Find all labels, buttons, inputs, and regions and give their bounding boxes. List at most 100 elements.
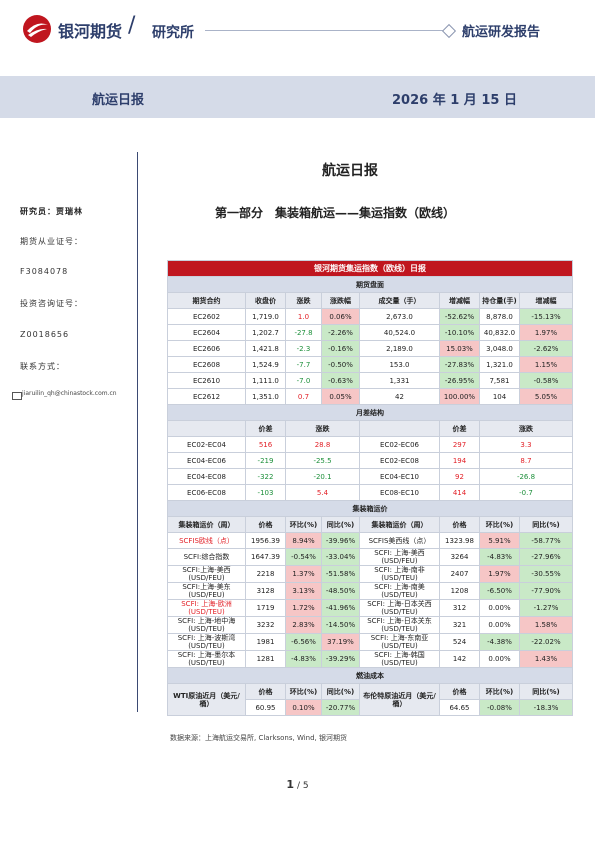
table-cell: 1,321.0 xyxy=(479,356,520,373)
column-header: 收盘价 xyxy=(245,292,286,309)
table-cell: 100.00% xyxy=(439,388,480,405)
table-cell: -2.26% xyxy=(321,324,360,341)
galaxy-logo-icon xyxy=(23,15,51,43)
table-cell: 1,421.8 xyxy=(245,340,286,357)
table-cell: 142 xyxy=(439,650,480,668)
table-cell: -0.54% xyxy=(285,548,322,566)
column-header: 增减幅 xyxy=(439,292,480,309)
table-cell: -39.29% xyxy=(321,650,360,668)
table-cell: 5.91% xyxy=(479,532,520,549)
section-row: 集装箱运价 xyxy=(167,500,573,517)
table-cell: 1.58% xyxy=(519,616,573,634)
table-cell: -4.83% xyxy=(479,548,520,566)
table-cell: EC2610 xyxy=(167,372,246,389)
table-cell: SCFI: 上海-东南亚(USD/TEU) xyxy=(359,633,440,651)
table-cell: 1,331 xyxy=(359,372,440,389)
table-cell: SCFI: 上海-韩国(USD/TEU) xyxy=(359,650,440,668)
table-cell: 1,111.0 xyxy=(245,372,286,389)
table-cell: 321 xyxy=(439,616,480,634)
table-cell: EC02-EC04 xyxy=(167,436,246,453)
table-cell: -39.96% xyxy=(321,532,360,549)
table-cell: SCFI:上海-美西(USD/FEU) xyxy=(167,565,246,583)
column-header: 同比(%) xyxy=(519,683,573,700)
table-cell: 194 xyxy=(439,452,480,469)
table-cell: 8,878.0 xyxy=(479,308,520,325)
table-cell: EC2602 xyxy=(167,308,246,325)
column-header: 布伦特原油近月（美元/桶） xyxy=(359,683,440,716)
spread-row: EC06-EC08 -103 5.4 EC08-EC10 414 -0.7 xyxy=(167,484,573,501)
table-cell: 414 xyxy=(439,484,480,501)
table-cell: 60.95 xyxy=(245,699,286,716)
table-title: 银河期货集运指数（欧线）日报 xyxy=(167,260,573,277)
page-separator: / xyxy=(296,781,300,791)
table-cell: 3264 xyxy=(439,548,480,566)
table-cell: 1208 xyxy=(439,582,480,600)
table-cell: 1.0 xyxy=(285,308,322,325)
table-cell: 312 xyxy=(439,599,480,617)
table-cell: 5.4 xyxy=(285,484,360,501)
table-cell: 64.65 xyxy=(439,699,480,716)
table-cell: 1.43% xyxy=(519,650,573,668)
freight-row: SCFI:上海-美东(USD/FEU) 3128 3.13% -48.50% SCFI:… xyxy=(167,582,573,600)
table-cell: -0.63% xyxy=(321,372,360,389)
section-header: 月差结构 xyxy=(167,404,573,421)
column-header: 价格 xyxy=(245,516,286,533)
title-band xyxy=(0,76,595,118)
column-header: 价格 xyxy=(245,683,286,700)
table-cell: -18.3% xyxy=(519,699,573,716)
section-row: 燃油成本 xyxy=(167,667,573,684)
qualification-label: 期货从业证号： xyxy=(20,237,83,246)
column-header xyxy=(359,420,440,437)
table-cell: SCFI: 上海-日本关西(USD/TEU) xyxy=(359,599,440,617)
table-cell: EC04-EC08 xyxy=(167,468,246,485)
section-title: 第一部分 集装箱航运——集运指数（欧线） xyxy=(215,206,456,220)
column-header: 环比(%) xyxy=(479,516,520,533)
table-cell: 1.72% xyxy=(285,599,322,617)
data-source: 数据来源：上海航运交易所, Clarksons, Wind, 银河期货 xyxy=(170,734,348,742)
table-cell: SCFI: 上海-美西(USD/FEU) xyxy=(359,548,440,566)
freight-row: SCFI: 上海-波斯湾(USD/TEU) 1981 -6.56% 37.19% SCF… xyxy=(167,633,573,651)
column-header: 增减幅 xyxy=(519,292,573,309)
document-title: 航运日报 xyxy=(322,163,378,179)
table-cell: 1323.98 xyxy=(439,532,480,549)
table-cell: 92 xyxy=(439,468,480,485)
analyst-email[interactable]: jiaruilin_qh@chinastock.com.cn xyxy=(22,390,117,397)
table-cell: SCFI: 上海-波斯湾(USD/TEU) xyxy=(167,633,246,651)
header-row: WTI原油近月（美元/桶） 价格 环比(%) 同比(%) 布伦特原油近月（美元/桶） 价格… xyxy=(167,683,573,716)
table-cell: 3,048.0 xyxy=(479,340,520,357)
table-cell: 5.05% xyxy=(519,388,573,405)
table-cell: 104 xyxy=(479,388,520,405)
table-cell: -14.50% xyxy=(321,616,360,634)
column-header: 环比(%) xyxy=(479,683,520,700)
table-cell: 1.97% xyxy=(479,565,520,583)
table-cell: 1647.39 xyxy=(245,548,286,566)
header-row: 期货合约 收盘价 涨跌 涨跌幅 成交量（手） 增减幅 持仓量(手) 增减幅 xyxy=(167,292,573,309)
table-cell: 3.13% xyxy=(285,582,322,600)
column-header: 涨跌 xyxy=(479,420,573,437)
page-current: 1 xyxy=(286,778,295,791)
table-cell: SCFI:上海-美东(USD/FEU) xyxy=(167,582,246,600)
table-cell: 0.00% xyxy=(479,616,520,634)
column-header: 环比(%) xyxy=(285,516,322,533)
table-cell: 297 xyxy=(439,436,480,453)
spread-row: EC04-EC08 -322 -20.1 EC04-EC10 92 -26.8 xyxy=(167,468,573,485)
column-header: 涨跌幅 xyxy=(321,292,360,309)
diamond-icon xyxy=(441,23,457,39)
spread-row: EC04-EC06 -219 -25.5 EC02-EC08 194 8.7 xyxy=(167,452,573,469)
table-cell: 3232 xyxy=(245,616,286,634)
table-cell: SCFI: 上海-日本关东(USD/TEU) xyxy=(359,616,440,634)
freight-row: SCFIS欧线（点） 1956.39 8.94% -39.96% SCFIS美西线（点）… xyxy=(167,532,573,549)
freight-row: SCFI: 上海-地中海(USD/TEU) 3232 2.83% -14.50% SCF… xyxy=(167,616,573,634)
table-cell: -58.77% xyxy=(519,532,573,549)
page-total: 5 xyxy=(302,781,309,791)
table-cell: 15.03% xyxy=(439,340,480,357)
column-header: 环比(%) xyxy=(285,683,322,700)
futures-row: EC2606 1,421.8 -2.3 -0.16% 2,189.0 15.03% 3,04… xyxy=(167,340,573,357)
table-cell: SCFIS欧线（点） xyxy=(167,532,246,549)
table-cell: -27.83% xyxy=(439,356,480,373)
table-cell: -2.62% xyxy=(519,340,573,357)
table-cell: 1.37% xyxy=(285,565,322,583)
table-cell: 1,719.0 xyxy=(245,308,286,325)
sidebar-divider xyxy=(137,152,138,712)
table-cell: -26.8 xyxy=(479,468,573,485)
